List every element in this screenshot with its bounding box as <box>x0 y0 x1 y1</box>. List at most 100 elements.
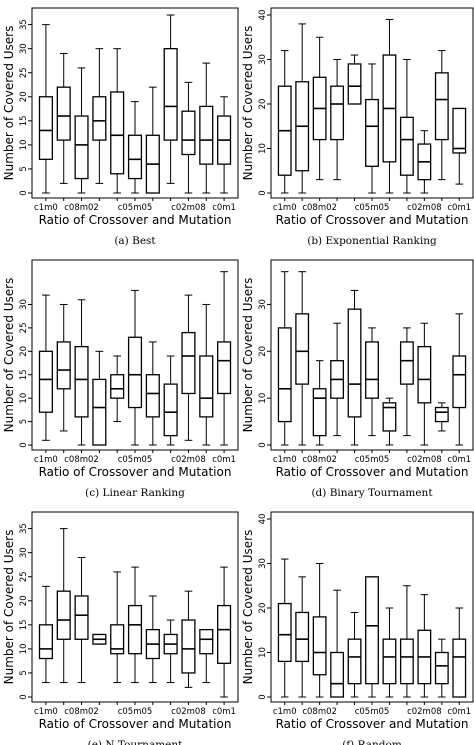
y-tick-label: 5 <box>19 419 29 424</box>
iqr-box <box>330 651 345 698</box>
box-c09m01 <box>56 528 71 684</box>
y-tick-label: 10 <box>19 139 29 150</box>
iqr-box <box>277 327 292 423</box>
panel-caption: (f) Random <box>342 739 402 745</box>
iqr-box <box>365 98 379 167</box>
x-tick-label: c05m05 <box>118 203 153 213</box>
iqr-box <box>434 406 449 423</box>
box-c05m05 <box>365 327 379 437</box>
iqr-box <box>127 604 143 655</box>
iqr-box <box>181 619 196 674</box>
x-tick-label: c1m0 <box>34 707 58 717</box>
box-c0m1 <box>452 313 467 446</box>
x-tick-label: c08m02 <box>64 203 99 213</box>
y-tick-label: 25 <box>19 67 29 78</box>
x-tick-label: c05m05 <box>355 707 390 717</box>
iqr-box <box>217 341 232 395</box>
box-c07m03 <box>92 48 107 184</box>
y-tick-label: 0 <box>19 694 29 699</box>
box-c06m04 <box>110 48 125 194</box>
box-c01m09 <box>199 628 214 684</box>
iqr-box <box>181 110 196 156</box>
y-axis-title: Number of Covered Users <box>2 530 16 685</box>
iqr-box <box>163 48 178 141</box>
x-tick-label: c02m08 <box>407 203 442 213</box>
box-c02m08 <box>181 81 196 194</box>
iqr-box <box>217 604 232 664</box>
y-axis-title: Number of Covered Users <box>241 26 255 181</box>
iqr-box <box>56 341 71 390</box>
x-tick-label: c0m1 <box>212 203 236 213</box>
iqr-box <box>365 341 379 399</box>
iqr-box <box>127 336 143 409</box>
y-tick-label: 20 <box>258 99 268 110</box>
x-tick-label: c05m05 <box>118 707 153 717</box>
box-c01m09 <box>199 62 214 194</box>
y-tick-label: 15 <box>19 115 29 126</box>
y-tick-label: 20 <box>258 346 268 357</box>
box-c04m06 <box>145 595 160 684</box>
x-tick-label: c08m02 <box>302 203 337 213</box>
x-tick-label: c1m0 <box>34 203 58 213</box>
x-axis-title: Ratio of Crossover and Mutation <box>39 213 232 227</box>
iqr-box <box>382 402 397 432</box>
iqr-box <box>56 590 71 640</box>
box-c08m02 <box>312 36 327 181</box>
box-c1m0 <box>38 24 53 194</box>
iqr-box <box>74 115 89 180</box>
x-axis-title: Ratio of Crossover and Mutation <box>276 213 469 227</box>
box-c02m08 <box>417 322 432 446</box>
iqr-box <box>145 374 160 418</box>
iqr-box <box>199 105 214 165</box>
box-c05m05 <box>127 101 143 194</box>
box-c02m08 <box>181 590 196 688</box>
y-tick-label: 10 <box>19 393 29 404</box>
x-tick-label: c08m02 <box>64 455 99 465</box>
iqr-box <box>74 595 89 640</box>
box-c04m06 <box>382 397 397 446</box>
x-tick-label: c0m1 <box>447 455 471 465</box>
iqr-box <box>110 624 125 655</box>
x-tick-label: c02m08 <box>407 455 442 465</box>
panel-caption: (b) Exponential Ranking <box>307 235 437 247</box>
x-tick-label: c0m1 <box>212 707 236 717</box>
y-tick-label: 10 <box>258 393 268 404</box>
iqr-box <box>399 341 414 385</box>
box-c09m01 <box>295 576 310 698</box>
box-c0m1 <box>217 271 232 446</box>
box-c0m1 <box>217 96 232 194</box>
box-c04m06 <box>145 341 160 446</box>
x-tick-label: c02m08 <box>407 707 442 717</box>
box-c1m0 <box>38 585 53 684</box>
y-tick-label: 40 <box>258 514 268 525</box>
box-c08m02 <box>74 299 89 446</box>
box-c05m05 <box>127 566 143 684</box>
iqr-box <box>417 345 432 404</box>
iqr-box <box>74 345 89 418</box>
y-tick-label: 10 <box>258 647 268 658</box>
iqr-box <box>110 374 125 399</box>
x-axis-title: Ratio of Crossover and Mutation <box>276 465 469 479</box>
iqr-box <box>347 308 362 418</box>
y-tick-label: 0 <box>258 190 268 195</box>
x-tick-label: c1m0 <box>273 203 297 213</box>
box-c02m08 <box>417 594 432 698</box>
y-tick-label: 20 <box>19 91 29 102</box>
x-tick-label: c0m1 <box>447 203 471 213</box>
x-tick-label: c1m0 <box>34 455 58 465</box>
y-axis-title: Number of Covered Users <box>2 26 16 181</box>
box-c04m06 <box>145 86 160 194</box>
box-c08m02 <box>74 556 89 684</box>
iqr-box <box>92 96 107 141</box>
box-c03m07 <box>399 585 414 698</box>
box-c06m04 <box>110 571 125 684</box>
iqr-box <box>127 134 143 180</box>
box-c02m08 <box>417 130 432 194</box>
x-tick-label: c02m08 <box>171 203 206 213</box>
iqr-box <box>92 378 107 446</box>
